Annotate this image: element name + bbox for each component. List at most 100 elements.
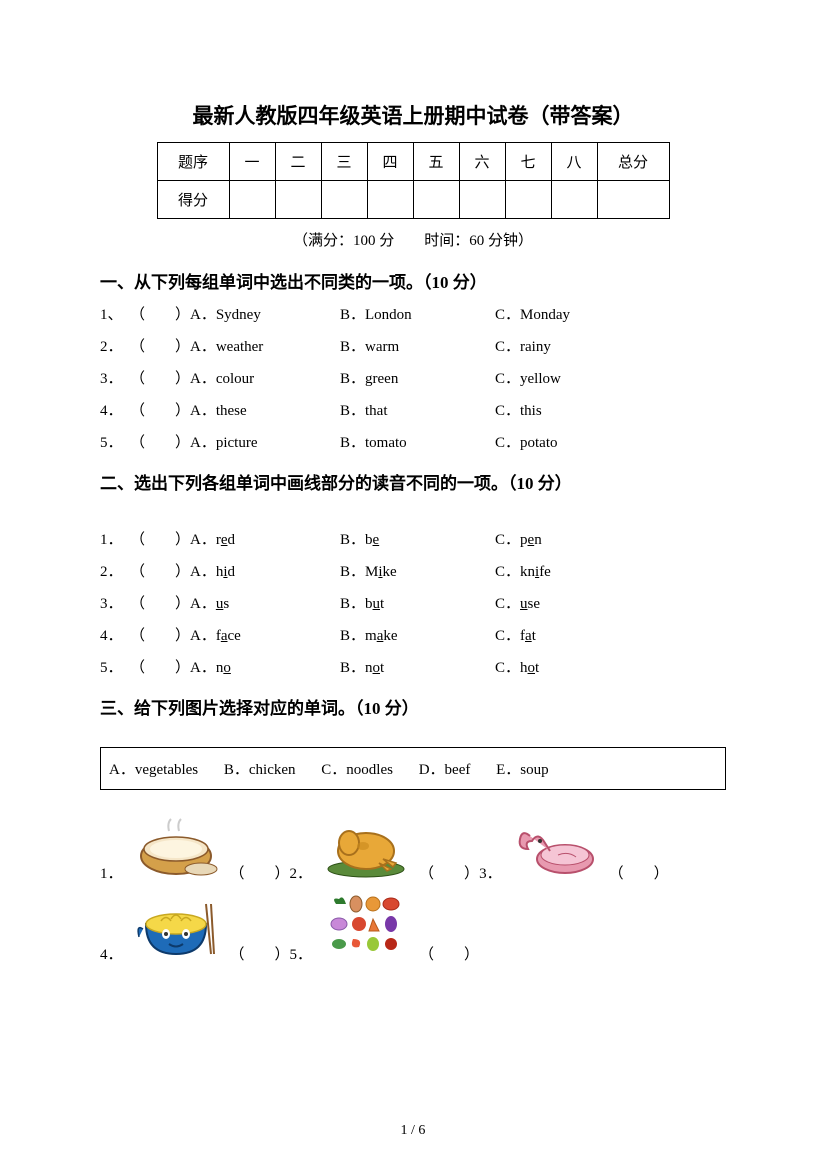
option-d: D．beef (419, 762, 471, 778)
option-c: C．noodles (321, 762, 393, 778)
table-score-row: 得分 (157, 181, 669, 219)
col-7: 七 (505, 143, 551, 181)
col-2: 二 (275, 143, 321, 181)
noodles-icon (129, 889, 224, 964)
option-b: B．tomato (340, 431, 495, 455)
answer-paren: （ ） (130, 656, 190, 680)
item-num: 4． (100, 943, 123, 964)
picture-row-1: 1． （ ） 2． （ ） (100, 808, 726, 883)
option-c: C．yellow (495, 367, 726, 391)
option-b: B．be (340, 528, 495, 552)
option-c: C．use (495, 592, 726, 616)
option-a: A．picture (190, 431, 340, 455)
score-row-label: 得分 (157, 181, 229, 219)
q-number: 2． (100, 335, 130, 359)
col-1: 一 (229, 143, 275, 181)
score-cell (459, 181, 505, 219)
option-b: B．Mike (340, 560, 495, 584)
option-e: E．soup (496, 762, 549, 778)
option-b: B．chicken (224, 762, 296, 778)
option-a: A．these (190, 399, 340, 423)
question-row: 2．（ ）A．weatherB．warmC．rainy (100, 335, 726, 359)
question-row: 5．（ ）A．noB．notC．hot (100, 656, 726, 680)
question-row: 4．（ ）A．theseB．thatC．this (100, 399, 726, 423)
option-b: B．warm (340, 335, 495, 359)
question-row: 4．（ ）A．faceB．makeC．fat (100, 624, 726, 648)
item-num: 3． (479, 862, 502, 883)
option-b: B．but (340, 592, 495, 616)
score-cell (275, 181, 321, 219)
answer-paren: （ ） (419, 862, 479, 883)
option-c: C．Monday (495, 303, 726, 327)
col-8: 八 (551, 143, 597, 181)
answer-paren: （ ） (130, 431, 190, 455)
col-6: 六 (459, 143, 505, 181)
item-num: 5． (290, 943, 313, 964)
col-total: 总分 (597, 143, 669, 181)
answer-paren: （ ） (609, 862, 669, 883)
q-number: 3． (100, 592, 130, 616)
question-row: 3．（ ）A．usB．butC．use (100, 592, 726, 616)
option-a: A．us (190, 592, 340, 616)
answer-paren: （ ） (130, 592, 190, 616)
score-cell (551, 181, 597, 219)
page-number: 1 / 6 (0, 1123, 826, 1139)
score-cell (229, 181, 275, 219)
question-row: 1．（ ）A．redB．beC．pen (100, 528, 726, 552)
score-cell (413, 181, 459, 219)
option-b: B．make (340, 624, 495, 648)
answer-paren: （ ） (130, 560, 190, 584)
q-number: 3． (100, 367, 130, 391)
option-b: B．green (340, 367, 495, 391)
section-2-title: 二、选出下列各组单词中画线部分的读音不同的一项。（10 分） (100, 469, 726, 494)
option-a: A．red (190, 528, 340, 552)
option-c: C．knife (495, 560, 726, 584)
option-a: A．vegetables (109, 762, 198, 778)
score-cell (321, 181, 367, 219)
q-number: 1． (100, 528, 130, 552)
soup-icon (129, 808, 224, 883)
option-b: B．London (340, 303, 495, 327)
option-a: A．hid (190, 560, 340, 584)
answer-paren: （ ） (130, 528, 190, 552)
answer-paren: （ ） (419, 943, 479, 964)
q-number: 2． (100, 560, 130, 584)
q-number: 1、 (100, 303, 130, 327)
option-c: C．hot (495, 656, 726, 680)
vegetables-icon (318, 889, 413, 964)
score-table: 题序 一 二 三 四 五 六 七 八 总分 得分 (157, 142, 670, 219)
option-a: A．no (190, 656, 340, 680)
option-c: C．fat (495, 624, 726, 648)
header-label: 题序 (157, 143, 229, 181)
picture-row-2: 4． （ ） 5． (100, 889, 726, 964)
item-num: 2． (290, 862, 313, 883)
col-4: 四 (367, 143, 413, 181)
item-num: 1． (100, 862, 123, 883)
answer-paren: （ ） (230, 862, 290, 883)
answer-paren: （ ） (230, 943, 290, 964)
q-number: 4． (100, 624, 130, 648)
section-3-title: 三、给下列图片选择对应的单词。（10 分） (100, 694, 726, 719)
question-row: 1、（ ）A．SydneyB．LondonC．Monday (100, 303, 726, 327)
score-cell (367, 181, 413, 219)
beef-icon (508, 808, 603, 883)
score-cell (597, 181, 669, 219)
col-3: 三 (321, 143, 367, 181)
exam-meta: （满分：100 分 时间：60 分钟） (100, 229, 726, 250)
chicken-icon (318, 808, 413, 883)
option-c: C．rainy (495, 335, 726, 359)
option-b: B．that (340, 399, 495, 423)
q-number: 5． (100, 656, 130, 680)
option-c: C．pen (495, 528, 726, 552)
option-c: C．this (495, 399, 726, 423)
question-row: 5．（ ）A．pictureB．tomatoC．potato (100, 431, 726, 455)
answer-paren: （ ） (130, 624, 190, 648)
option-a: A．colour (190, 367, 340, 391)
score-cell (505, 181, 551, 219)
question-row: 3．（ ）A．colourB．greenC．yellow (100, 367, 726, 391)
option-c: C．potato (495, 431, 726, 455)
question-row: 2．（ ）A．hidB．MikeC．knife (100, 560, 726, 584)
section-1-title: 一、从下列每组单词中选出不同类的一项。（10 分） (100, 268, 726, 293)
col-5: 五 (413, 143, 459, 181)
answer-paren: （ ） (130, 399, 190, 423)
